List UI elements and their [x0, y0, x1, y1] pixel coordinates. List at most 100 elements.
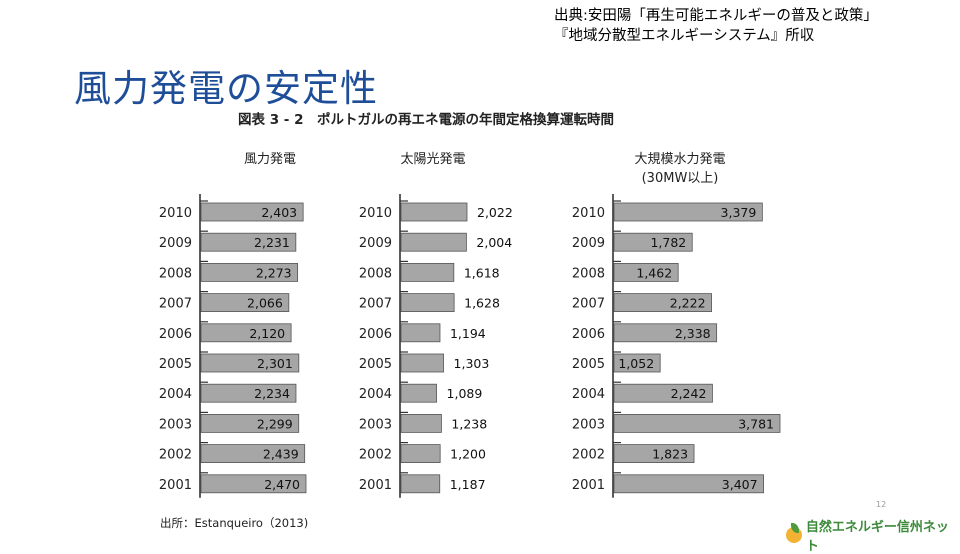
bar [613, 262, 679, 282]
panel-title-2: 大規模水力発電 [634, 152, 725, 167]
panel-title-0: 風力発電 [244, 152, 296, 167]
bar [200, 202, 304, 222]
bar [200, 353, 300, 373]
bar-value-label: 2,066 [247, 296, 283, 311]
bar-value-label: 2,301 [257, 356, 293, 371]
year-label: 2010 [159, 206, 192, 221]
bar-value-label: 3,781 [738, 416, 774, 431]
bar-value-label: 1,194 [450, 326, 486, 341]
bar-value-label: 1,238 [451, 416, 487, 431]
bar-value-label: 1,089 [447, 386, 483, 401]
year-label: 2006 [159, 327, 192, 342]
bar-value-label: 1,303 [454, 356, 490, 371]
bar-value-label: 2,222 [670, 296, 706, 311]
bar [613, 444, 695, 464]
year-label: 2009 [572, 236, 605, 251]
bar-value-label: 2,022 [477, 205, 513, 220]
logo-text: 自然エネルギー信州ネット [805, 520, 949, 554]
bar [400, 444, 441, 464]
bar-value-label: 2,338 [675, 326, 711, 341]
bar [613, 474, 764, 494]
bar-value-label: 1,628 [464, 296, 500, 311]
bar-value-label: 1,200 [450, 447, 486, 462]
year-label: 2003 [572, 417, 605, 432]
year-label: 2010 [359, 206, 392, 221]
bar-value-label: 2,004 [476, 235, 512, 250]
year-label: 2002 [159, 448, 192, 463]
bar [400, 262, 455, 282]
bar-value-label: 1,052 [618, 356, 654, 371]
bar-value-label: 3,407 [722, 477, 758, 492]
year-label: 2001 [359, 478, 392, 493]
bar [400, 413, 442, 433]
year-label: 2008 [159, 266, 192, 281]
year-label: 2004 [359, 387, 392, 402]
bar [400, 474, 441, 494]
year-label: 2008 [572, 266, 605, 281]
bar-value-label: 1,823 [652, 447, 688, 462]
year-label: 2004 [159, 387, 192, 402]
bar [200, 383, 297, 403]
bar-value-label: 2,299 [257, 416, 293, 431]
bar [200, 413, 300, 433]
bar [200, 444, 306, 464]
year-label: 2009 [359, 236, 392, 251]
bar-value-label: 2,470 [264, 477, 300, 492]
year-label: 2010 [572, 206, 605, 221]
page-number: 12 [876, 500, 887, 509]
bar [200, 474, 307, 494]
bar [613, 293, 712, 313]
bar-value-label: 2,231 [254, 235, 290, 250]
bar [400, 323, 441, 343]
bar [200, 323, 292, 343]
year-label: 2005 [572, 357, 605, 372]
source-line-1: 出典:安田陽「再生可能エネルギーの普及と政策」 [554, 8, 878, 24]
bar [613, 202, 763, 222]
panel-subtitle-2: (30MW以上) [642, 171, 719, 186]
year-label: 2001 [572, 478, 605, 493]
figure-heading: 図表 3 - 2 ポルトガルの再エネ電源の年間定格換算運転時間 [238, 111, 614, 128]
bar [400, 202, 468, 222]
bar [613, 232, 693, 252]
bar-value-label: 2,439 [263, 447, 299, 462]
year-label: 2001 [159, 478, 192, 493]
leaf-sun-icon [786, 523, 802, 543]
slide-title: 風力発電の安定性 [74, 67, 378, 110]
year-label: 2006 [572, 327, 605, 342]
bar [400, 383, 437, 403]
bar-value-label: 2,242 [671, 386, 707, 401]
bar-value-label: 2,234 [254, 386, 290, 401]
year-label: 2007 [572, 297, 605, 312]
bar [613, 413, 781, 433]
bar [400, 293, 455, 313]
source-citation: 出典:安田陽「再生可能エネルギーの普及と政策」 『地域分散型エネルギーシステム』… [554, 6, 878, 46]
year-label: 2006 [359, 327, 392, 342]
year-label: 2004 [572, 387, 605, 402]
bar-value-label: 1,782 [650, 235, 686, 250]
bar-value-label: 1,618 [464, 265, 500, 280]
bar [200, 232, 297, 252]
year-label: 2002 [572, 448, 605, 463]
bar-value-label: 1,462 [636, 265, 672, 280]
bar-value-label: 1,187 [450, 477, 486, 492]
year-label: 2009 [159, 236, 192, 251]
year-label: 2007 [359, 297, 392, 312]
year-label: 2005 [159, 357, 192, 372]
panel-title-1: 太陽光発電 [400, 152, 465, 167]
bar-value-label: 2,403 [261, 205, 297, 220]
year-label: 2007 [159, 297, 192, 312]
figure-source-note: 出所：Estanqueiro（2013) [160, 516, 308, 530]
year-label: 2003 [359, 417, 392, 432]
bar-value-label: 2,120 [249, 326, 285, 341]
year-label: 2003 [159, 417, 192, 432]
bar [613, 383, 713, 403]
source-line-2: 『地域分散型エネルギーシステム』所収 [554, 28, 815, 44]
bar-value-label: 2,273 [256, 265, 292, 280]
year-label: 2008 [359, 266, 392, 281]
year-label: 2005 [359, 357, 392, 372]
bar [613, 323, 718, 343]
bar-value-label: 3,379 [721, 205, 757, 220]
bar [200, 293, 290, 313]
bar [400, 232, 467, 252]
